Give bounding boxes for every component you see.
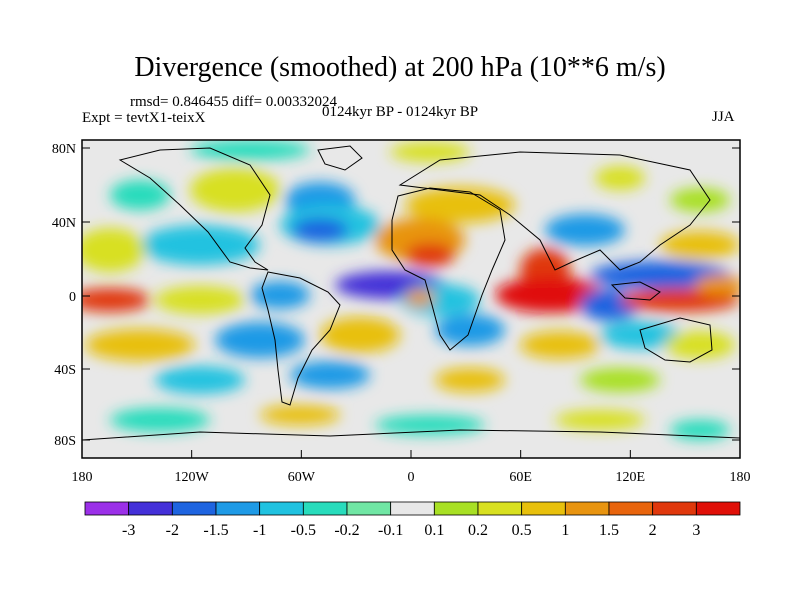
antarctica-coast xyxy=(82,429,740,441)
rmsd-diff-stats: rmsd= 0.846455 diff= 0.00332024 xyxy=(130,94,338,110)
colorbar-label: -1.5 xyxy=(203,522,228,539)
contour-blob xyxy=(405,290,435,306)
south-america-coast xyxy=(261,271,341,406)
colorbar-label: -2 xyxy=(166,522,179,539)
contour-blob xyxy=(250,281,310,309)
experiment-label: Expt = tevtX1-teixX xyxy=(82,110,206,126)
contour-blob xyxy=(600,321,680,349)
contour-blob xyxy=(695,275,740,295)
indonesia-coast xyxy=(610,281,661,301)
colorbar-label: -0.2 xyxy=(334,522,359,539)
contour-blob xyxy=(140,225,260,265)
lon-tick-label: 0 xyxy=(408,470,415,485)
contour-blob xyxy=(82,288,150,312)
colorbar-label: 2 xyxy=(649,522,657,539)
eurasia-coast xyxy=(398,151,711,271)
lon-tick-label: 180 xyxy=(730,470,751,485)
season-label: JJA xyxy=(712,109,735,125)
colorbar-box xyxy=(564,501,610,516)
plot-title: Divergence (smoothed) at 200 hPa (10**6 … xyxy=(134,52,666,83)
colorbar-box xyxy=(215,501,261,516)
contour-blob xyxy=(390,142,470,162)
colorbar-box xyxy=(652,501,697,516)
colorbar: -3 -2 -1.5 -1 -0.5 -0.2 -0.1 0.1 0.2 0.5 1 1.5 2 3 xyxy=(84,501,741,539)
colorbar-box xyxy=(521,501,566,516)
contour-blob xyxy=(375,415,485,435)
lon-tick-label: 60E xyxy=(509,470,532,485)
colorbar-label: 1 xyxy=(561,522,569,539)
contour-blob xyxy=(555,410,645,430)
north-america-coast xyxy=(118,147,271,271)
contour-blob xyxy=(595,166,645,190)
contour-blob xyxy=(670,188,730,212)
contour-blob xyxy=(495,277,605,313)
colorbar-label: 0.1 xyxy=(424,522,444,539)
australia-coast xyxy=(639,317,713,363)
contour-blob xyxy=(155,366,245,394)
lon-tick-label: 60W xyxy=(288,470,316,485)
colorbar-box xyxy=(128,501,173,516)
colorbar-label: -0.5 xyxy=(291,522,316,539)
lon-tick-label: 120E xyxy=(616,470,646,485)
lat-tick-label: 0 xyxy=(69,290,76,305)
colorbar-box xyxy=(84,501,130,516)
contour-blob xyxy=(190,168,280,212)
contour-blob xyxy=(665,331,735,359)
contour-blob xyxy=(405,243,455,267)
africa-coast xyxy=(391,187,506,351)
divergence-contours xyxy=(82,140,740,440)
lat-tick-label: 80S xyxy=(54,434,76,449)
colorbar-label: 1.5 xyxy=(599,522,619,539)
lon-tick-label: 180 xyxy=(72,470,93,485)
colorbar-box xyxy=(433,501,479,516)
contour-blob xyxy=(660,231,740,259)
lon-tick-label: 120W xyxy=(175,470,210,485)
period-label: 0124kyr BP - 0124kyr BP xyxy=(322,104,479,120)
colorbar-label: 0.2 xyxy=(468,522,488,539)
greenland-coast xyxy=(317,145,363,171)
contour-blob xyxy=(155,286,245,314)
map-field xyxy=(82,140,740,458)
contour-blob xyxy=(82,228,145,272)
colorbar-box xyxy=(171,501,217,516)
contour-blob xyxy=(545,214,625,246)
lat-tick-label: 40S xyxy=(54,363,76,378)
colorbar-label: -0.1 xyxy=(378,522,403,539)
contour-blob xyxy=(290,361,370,389)
contour-blob xyxy=(110,180,170,210)
colorbar-box xyxy=(390,501,435,516)
contour-blob xyxy=(110,408,210,432)
colorbar-box xyxy=(695,501,741,516)
lat-tick-label: 80N xyxy=(52,142,76,157)
colorbar-box xyxy=(608,501,654,516)
contour-blob xyxy=(435,368,505,392)
contour-blob xyxy=(405,187,515,223)
colorbar-box xyxy=(302,501,348,516)
contour-blob xyxy=(520,331,600,359)
contour-blob xyxy=(580,368,660,392)
axis-ticks: 80N 40N 0 40S 80S 180 120W 60W 0 60E 120E 180 xyxy=(52,142,751,485)
colorbar-box xyxy=(346,501,392,516)
lat-tick-label: 40N xyxy=(52,216,76,231)
colorbar-box xyxy=(259,501,304,516)
colorbar-label: -1 xyxy=(253,522,266,539)
contour-blob xyxy=(190,140,310,160)
contour-blob xyxy=(215,322,305,358)
coastlines xyxy=(82,145,740,441)
contour-blob xyxy=(85,329,195,361)
colorbar-label: -3 xyxy=(122,522,135,539)
contour-blob xyxy=(260,405,340,425)
contour-blob xyxy=(320,317,400,353)
colorbar-label: 3 xyxy=(692,522,700,539)
contour-blob xyxy=(292,218,348,242)
colorbar-box xyxy=(477,501,523,516)
colorbar-label: 0.5 xyxy=(512,522,532,539)
contour-blob xyxy=(670,420,730,440)
